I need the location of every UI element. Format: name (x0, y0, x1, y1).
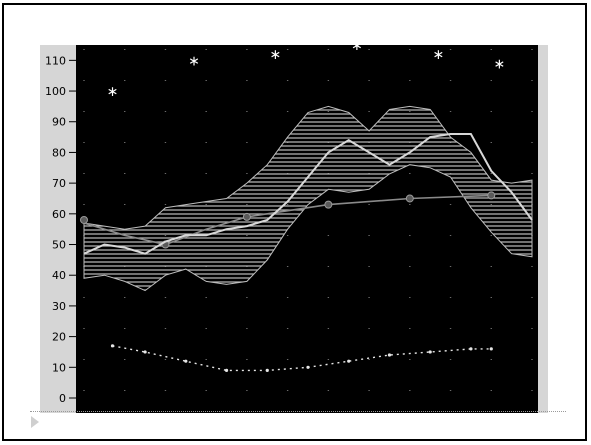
low-value-line (112, 345, 492, 372)
trend-line (83, 194, 492, 246)
y-tick-label: 10 (52, 361, 66, 374)
low-value-dot (469, 347, 473, 351)
trend-point (487, 191, 496, 200)
low-value-dot (347, 359, 351, 363)
peak-marker: ∗ (107, 84, 119, 100)
peak-marker: ∗ (188, 53, 200, 69)
trend-point (405, 194, 414, 203)
peak-marker: ∗ (432, 47, 444, 63)
low-value-dot (143, 350, 147, 354)
variability-band (83, 105, 533, 292)
y-tick-label: 60 (52, 208, 66, 221)
y-tick-label: 20 (52, 331, 66, 344)
y-tick-label: 50 (52, 239, 66, 252)
y-tick-label: 80 (52, 146, 66, 159)
band-area (83, 105, 533, 292)
y-tick-label: 70 (52, 177, 66, 190)
peak-marker: ∗ (351, 38, 363, 54)
y-tick-label: 110 (45, 54, 66, 67)
timeline-baseline (30, 411, 566, 412)
trend-point (324, 200, 333, 209)
low-value-dot (489, 347, 493, 351)
play-marker-icon[interactable] (31, 416, 39, 428)
y-tick-label: 30 (52, 300, 66, 313)
mean-line (83, 133, 533, 255)
y-axis: 0 10 20 30 40 50 60 70 80 90 100 110 (45, 54, 76, 405)
y-tick-label: 0 (59, 392, 66, 405)
y-tick-label: 100 (45, 85, 66, 98)
low-value-dot (387, 353, 392, 357)
right-edge-panel (538, 45, 548, 413)
y-tick-label: 90 (52, 116, 66, 129)
low-value-dot (428, 350, 432, 354)
y-tick-label: 40 (52, 269, 66, 282)
peak-marker: ∗ (494, 56, 506, 72)
y-axis-panel (40, 45, 76, 413)
series-lines: ∗ ∗ ∗ ∗ ∗ ∗ (80, 38, 533, 372)
trend-point (80, 215, 88, 224)
peak-marker: ∗ (270, 47, 282, 63)
trend-point (242, 212, 251, 221)
